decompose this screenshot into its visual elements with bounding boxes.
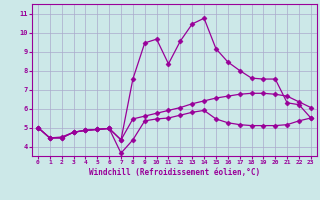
X-axis label: Windchill (Refroidissement éolien,°C): Windchill (Refroidissement éolien,°C) [89,168,260,177]
